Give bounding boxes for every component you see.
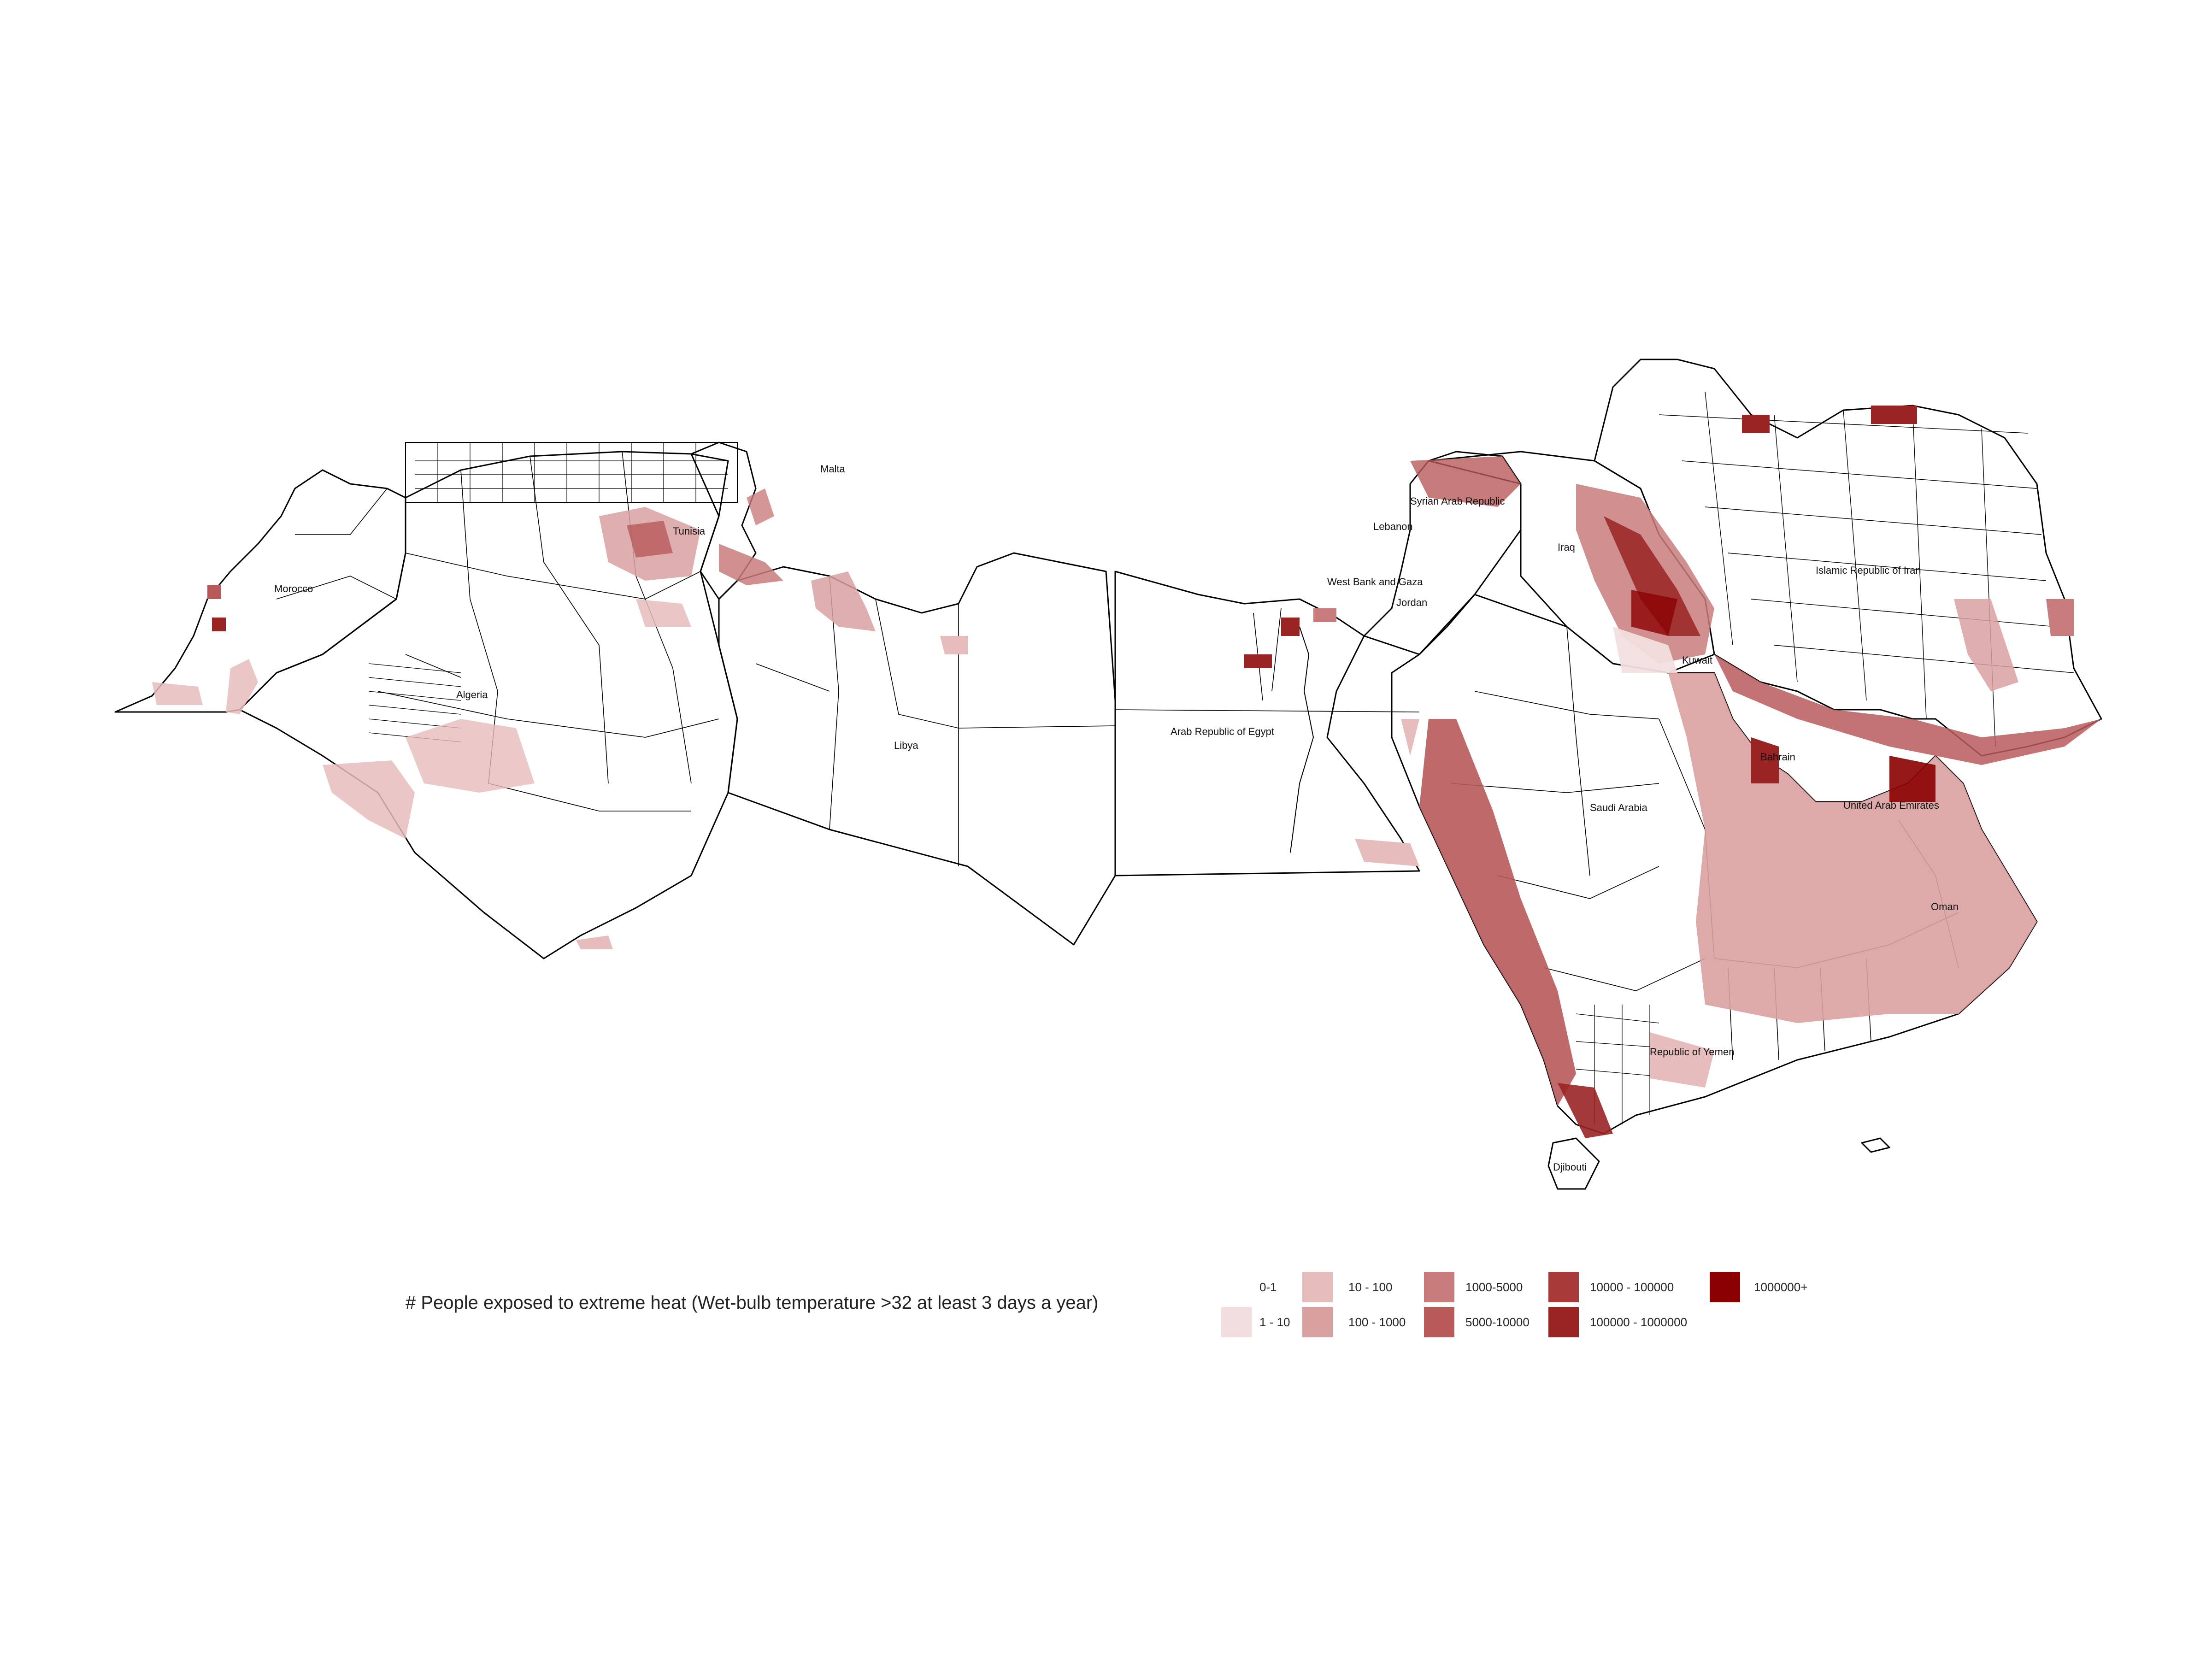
egypt-boundary	[1114, 571, 1420, 877]
label-lebanon: Lebanon	[1373, 521, 1413, 532]
label-syria: Syrian Arab Republic	[1410, 495, 1505, 507]
legend-swatch	[1221, 1272, 1252, 1302]
label-egypt: Arab Republic of Egypt	[1171, 726, 1274, 737]
legend-item-5: 5000-10000	[1424, 1307, 1530, 1337]
legend-label: 100 - 1000	[1348, 1315, 1406, 1329]
label-uae: United Arab Emirates	[1843, 800, 1939, 811]
legend-swatch	[1302, 1272, 1333, 1302]
socotra	[1861, 1137, 1890, 1153]
label-libya: Libya	[894, 740, 918, 751]
horn-boundary	[1547, 1137, 1600, 1190]
legend-item-3: 100 - 1000	[1302, 1307, 1406, 1337]
legend: # People exposed to extreme heat (Wet-bu…	[406, 1272, 1807, 1337]
dense-admin-area	[405, 442, 738, 503]
legend-item-6: 10000 - 100000	[1548, 1272, 1674, 1302]
label-tunisia: Tunisia	[673, 525, 706, 537]
label-morocco: Morocco	[274, 583, 313, 594]
legend-swatch	[1710, 1272, 1740, 1302]
legend-label: 1000-5000	[1465, 1280, 1523, 1294]
maghreb-region	[114, 441, 1116, 959]
legend-label: 0-1	[1259, 1280, 1277, 1294]
heat-shading-maghreb	[152, 488, 968, 949]
legend-item-0: 0-1	[1221, 1272, 1277, 1302]
label-west-bank: West Bank and Gaza	[1327, 576, 1423, 588]
legend-label: 10 - 100	[1348, 1280, 1392, 1294]
label-saudi: Saudi Arabia	[1590, 802, 1648, 813]
legend-item-7: 100000 - 1000000	[1548, 1307, 1687, 1337]
egypt-region	[1114, 571, 1420, 877]
label-algeria: Algeria	[456, 689, 488, 700]
legend-swatch	[1548, 1307, 1579, 1337]
legend-item-4: 1000-5000	[1424, 1272, 1523, 1302]
heat-shading-egypt	[1244, 608, 1419, 866]
label-iraq: Iraq	[1558, 541, 1575, 553]
label-oman: Oman	[1931, 901, 1959, 912]
legend-title: # People exposed to extreme heat (Wet-bu…	[406, 1293, 1098, 1313]
legend-item-2: 10 - 100	[1302, 1272, 1392, 1302]
label-jordan: Jordan	[1396, 597, 1427, 608]
legend-label: 5000-10000	[1465, 1315, 1530, 1329]
legend-swatch	[1424, 1307, 1454, 1337]
algeria-boundary	[239, 451, 738, 959]
legend-label: 1 - 10	[1259, 1315, 1290, 1329]
legend-swatch	[1548, 1272, 1579, 1302]
legend-swatch	[1302, 1307, 1333, 1337]
label-yemen: Republic of Yemen	[1650, 1046, 1734, 1058]
middle-east-region	[1363, 359, 2102, 1190]
legend-swatch	[1221, 1307, 1252, 1337]
country-labels: Malta Morocco Algeria Tunisia Libya Arab…	[274, 463, 1959, 1173]
label-bahrain: Bahrain	[1760, 751, 1795, 763]
label-malta: Malta	[820, 463, 846, 475]
legend-item-8: 1000000+	[1710, 1272, 1807, 1302]
morocco-boundary	[114, 469, 406, 713]
label-kuwait: Kuwait	[1682, 654, 1712, 666]
label-iran: Islamic Republic of Iran	[1816, 565, 1921, 576]
heat-shading-middle-east	[1401, 406, 2101, 1138]
label-djibouti: Djibouti	[1553, 1161, 1587, 1173]
legend-label: 10000 - 100000	[1590, 1280, 1674, 1294]
legend-label: 100000 - 1000000	[1590, 1315, 1687, 1329]
legend-item-1: 1 - 10	[1221, 1307, 1290, 1337]
legend-label: 1000000+	[1754, 1280, 1807, 1294]
legend-swatch	[1424, 1272, 1454, 1302]
